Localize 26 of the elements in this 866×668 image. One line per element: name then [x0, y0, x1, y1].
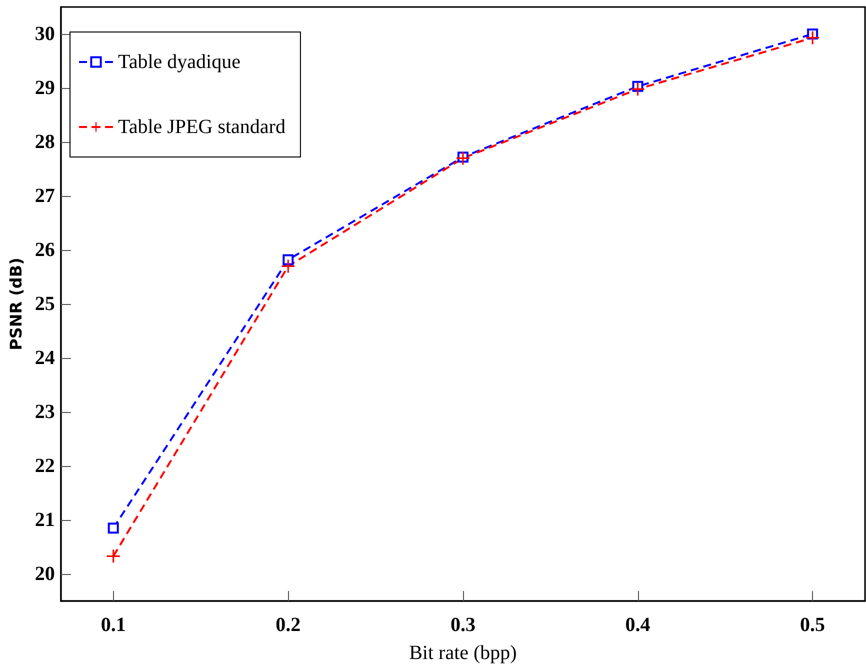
point: [282, 254, 294, 266]
y-axis-title: PSNR (dB): [6, 258, 26, 350]
x-axis-title: Bit rate (bpp): [409, 642, 517, 664]
point: [282, 260, 295, 273]
point: [106, 550, 120, 563]
y-tick-label: 24: [34, 347, 55, 369]
y-tick-label: 23: [34, 401, 55, 423]
y-tick-label: 22: [34, 455, 55, 477]
point: [806, 31, 820, 44]
y-tick-label: 29: [34, 77, 55, 99]
point: [631, 82, 644, 96]
y-tick-label: 26: [34, 239, 55, 261]
y-tick-label: 27: [34, 185, 55, 207]
x-tick-label: 0.5: [800, 614, 826, 636]
y-tick-label: 20: [34, 563, 55, 585]
x-tick-label: 0.2: [276, 614, 301, 636]
legend-label: Table JPEG standard: [118, 116, 286, 138]
x-tick-label: 0.3: [450, 614, 476, 636]
legend-label: Table dyadique: [118, 51, 241, 73]
x-tick-label: 0.1: [100, 614, 126, 636]
x-tick-label: 0.4: [625, 614, 650, 636]
y-tick-label: 25: [34, 293, 55, 315]
point: [108, 522, 119, 534]
y-tick-label: 21: [34, 509, 55, 531]
y-tick-label: 28: [34, 131, 55, 153]
y-tick-label: 30: [34, 23, 55, 45]
